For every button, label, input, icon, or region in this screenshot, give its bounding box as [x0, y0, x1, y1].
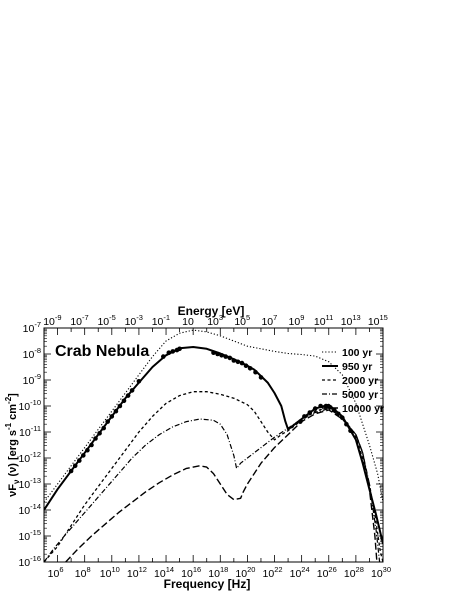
x2-tick-label: 1011: [314, 313, 333, 328]
y-tick-label: 10-12: [18, 450, 41, 465]
data-point: [77, 458, 82, 463]
x-tick-label: 106: [48, 565, 64, 580]
data-point: [243, 363, 249, 369]
x-tick-label: 1028: [344, 565, 364, 580]
data-point: [235, 359, 241, 365]
data-point: [72, 463, 78, 469]
data-point: [105, 419, 110, 424]
y-tick-label: 10-7: [23, 320, 41, 335]
data-point: [312, 406, 318, 411]
data-point: [318, 403, 323, 409]
data-point: [81, 453, 86, 458]
data-point: [177, 346, 182, 352]
x-tick-label: 1020: [235, 565, 255, 580]
data-point: [136, 379, 142, 384]
x2-tick-label: 10-7: [70, 313, 88, 328]
x2-tick-label: 103: [207, 313, 223, 328]
y-tick-label: 10-13: [18, 476, 41, 491]
data-point: [85, 447, 90, 453]
x-tick-label: 1010: [100, 565, 120, 580]
legend: 100 yr 950 yr 2000 yr 5000 yr 10000 yr: [322, 347, 384, 415]
data-point: [223, 354, 228, 359]
y-tick-label: 10-11: [19, 424, 41, 439]
y-tick-label: 10-8: [23, 346, 41, 361]
top-axis-label: Energy [eV]: [178, 304, 245, 318]
series-line-2: [44, 391, 383, 562]
data-point: [68, 468, 74, 474]
data-point: [215, 351, 220, 357]
x2-tick-label: 10-1: [152, 313, 170, 328]
data-point: [97, 431, 102, 436]
data-point: [247, 366, 253, 371]
x-tick-label: 1024: [290, 565, 310, 580]
data-point: [323, 403, 329, 409]
legend-label: 2000 yr: [342, 375, 378, 387]
x-tick-label: 1026: [317, 565, 337, 580]
x-tick-label: 1016: [181, 565, 201, 580]
x2-tick-label: 107: [261, 313, 277, 328]
data-point: [93, 436, 98, 441]
data-point: [258, 375, 264, 380]
data-point: [121, 398, 127, 404]
x-tick-label: 1022: [263, 565, 283, 580]
data-point: [166, 350, 172, 356]
data-point: [117, 403, 123, 409]
x-tick-label: 108: [75, 565, 91, 580]
data-point: [298, 419, 303, 424]
data-point: [307, 410, 313, 415]
y-tick-label: 10-9: [23, 372, 41, 387]
data-point: [348, 428, 353, 434]
x2-tick-label: 10-9: [43, 313, 61, 328]
data-point: [170, 349, 176, 354]
plot-frame: [43, 327, 384, 563]
data-point: [302, 414, 307, 419]
data-point: [340, 415, 345, 421]
x-tick-label: 1012: [127, 565, 147, 580]
data-point: [129, 388, 135, 393]
chart-title: Crab Nebula: [55, 343, 149, 360]
x2-tick-label: 10: [182, 316, 194, 328]
legend-label: 5000 yr: [342, 389, 378, 401]
data-point: [336, 411, 341, 417]
plot-layer: [44, 329, 383, 562]
x-axis-label: Frequency [Hz]: [164, 577, 251, 591]
series-line-1: [44, 346, 383, 545]
x2-tick-label: 10-5: [97, 313, 115, 328]
x-tick-label: 1030: [371, 565, 391, 580]
x2-tick-label: 109: [289, 313, 305, 328]
data-point: [253, 369, 258, 375]
series-line-3: [44, 408, 381, 562]
data-point: [239, 360, 245, 366]
y-tick-label: 10-14: [18, 502, 41, 517]
data-point: [89, 442, 94, 448]
series-line-4: [65, 409, 378, 562]
data-point: [331, 407, 337, 413]
data-point: [231, 358, 237, 363]
y-tick-label: 10-10: [18, 398, 41, 413]
axis-layer: 106 108 1010 1012 1014 1016 1018 1020 1022 1024 10…: [18, 313, 391, 580]
x2-tick-label: 1013: [341, 313, 361, 328]
data-point: [344, 421, 349, 427]
x-tick-label: 1014: [154, 565, 174, 580]
x2-tick-label: 105: [234, 313, 250, 328]
legend-label: 100 yr: [342, 347, 372, 359]
x-tick-label: 1018: [208, 565, 228, 580]
y-axis-label: νFν (ν) [erg s-1 cm-2]: [4, 393, 21, 497]
data-point: [101, 425, 106, 431]
data-point: [211, 350, 216, 356]
y-tick-label: 10-15: [18, 528, 41, 543]
legend-label: 10000 yr: [342, 403, 384, 415]
x2-tick-label: 10-3: [125, 313, 143, 328]
y-tick-label: 10-16: [18, 554, 41, 569]
data-point: [219, 353, 224, 358]
data-point: [113, 408, 119, 414]
data-point: [109, 414, 115, 419]
data-point: [125, 393, 131, 398]
data-point: [227, 355, 233, 361]
x2-tick-label: 1015: [368, 313, 388, 328]
data-point: [161, 354, 166, 359]
legend-label: 950 yr: [342, 361, 372, 373]
series-line-0: [44, 329, 383, 503]
